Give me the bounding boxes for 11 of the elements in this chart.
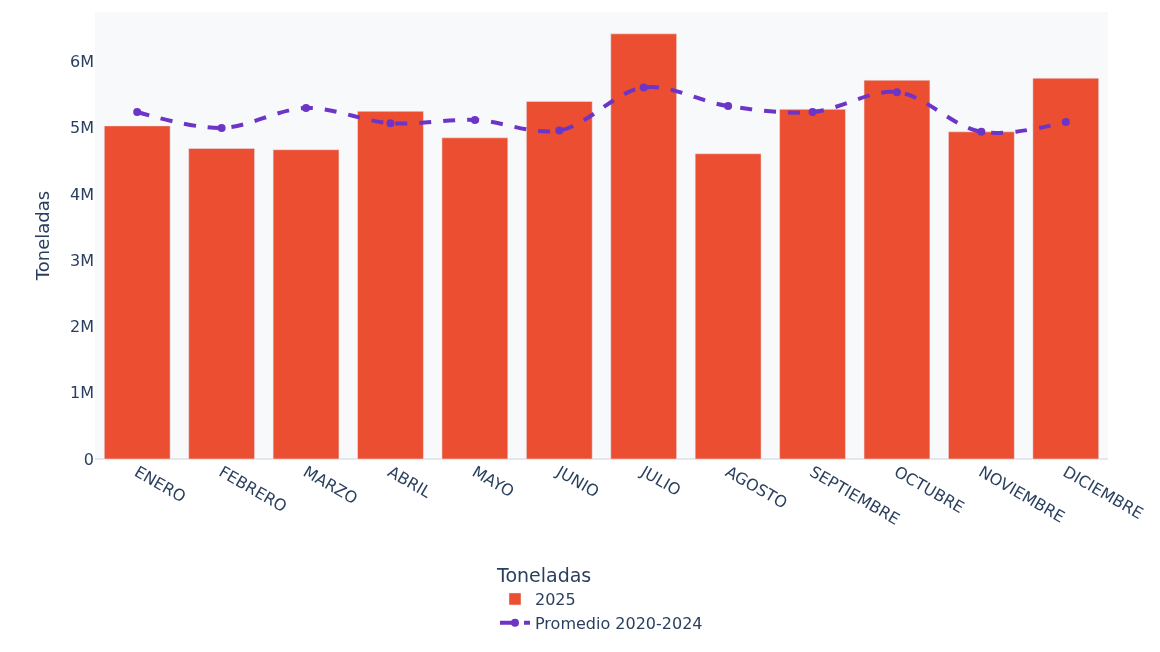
legend-label: Promedio 2020-2024 (535, 613, 703, 633)
y-axis-title: Toneladas (32, 190, 54, 282)
y-tick-label: 3M (70, 250, 94, 270)
legend-title: Toneladas (496, 564, 592, 587)
legend-label: 2025 (535, 590, 576, 610)
y-tick-label: 5M (70, 118, 94, 138)
y-tick-label: 6M (70, 52, 94, 72)
y-tick-label: 2M (70, 317, 94, 337)
y-tick-label: 0 (83, 449, 94, 469)
y-tick-label: 4M (70, 184, 94, 204)
y-tick-label: 1M (70, 383, 94, 403)
